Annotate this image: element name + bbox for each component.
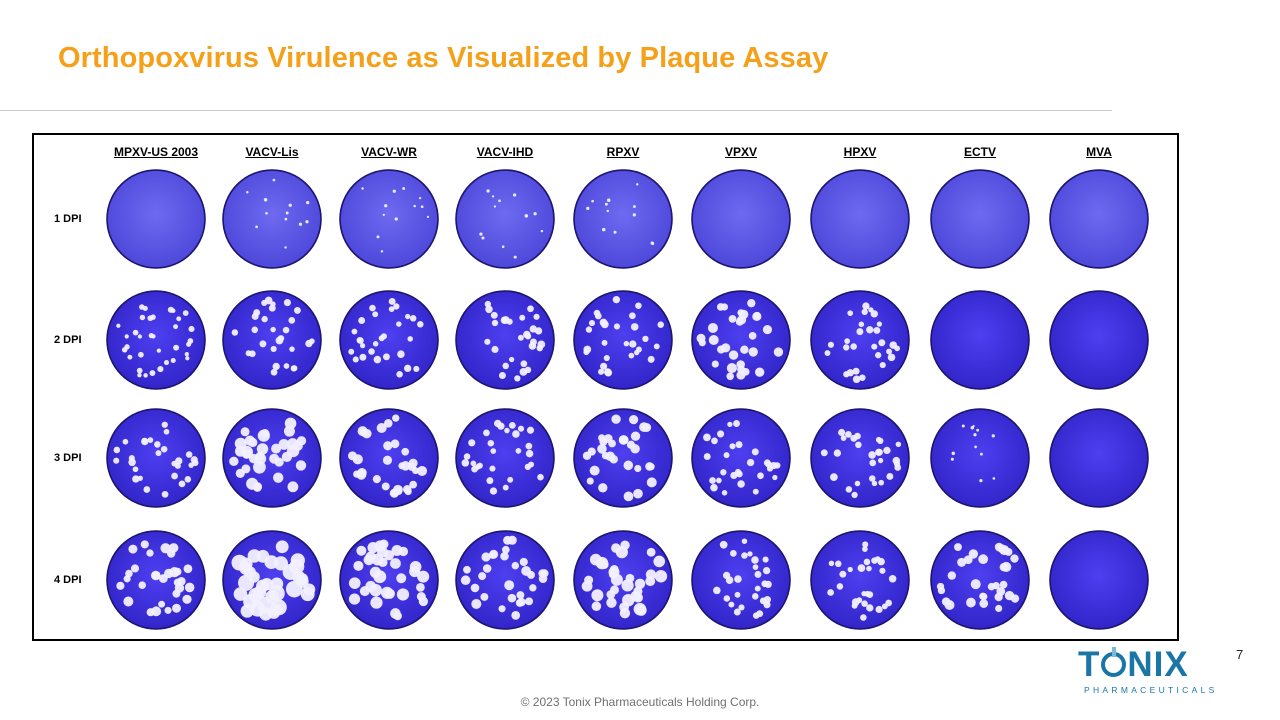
culture-plate bbox=[454, 529, 556, 631]
culture-plate bbox=[929, 289, 1031, 391]
culture-plate bbox=[105, 407, 207, 509]
culture-plate bbox=[1048, 168, 1150, 270]
culture-plate bbox=[572, 289, 674, 391]
culture-plate bbox=[338, 407, 440, 509]
column-header: MPXV-US 2003 bbox=[113, 145, 199, 159]
column-header: ECTV bbox=[963, 145, 997, 159]
logo-letter-t: T bbox=[1078, 645, 1101, 684]
culture-plate bbox=[809, 289, 911, 391]
culture-plate bbox=[929, 529, 1031, 631]
row-label: 1 DPI bbox=[54, 213, 82, 225]
culture-plate bbox=[338, 168, 440, 270]
column-header: VACV-IHD bbox=[476, 145, 534, 159]
column-header: VPXV bbox=[724, 145, 758, 159]
column-header: VACV-WR bbox=[361, 145, 417, 159]
column-header: RPXV bbox=[606, 145, 640, 159]
culture-plate bbox=[809, 529, 911, 631]
culture-plate bbox=[221, 407, 323, 509]
logo-o-icon bbox=[1101, 652, 1127, 677]
plaque-assay-figure: MPXV-US 2003 VACV-Lis VACV-WR VACV-IHD RPXV V… bbox=[32, 133, 1179, 641]
culture-plate bbox=[929, 407, 1031, 509]
culture-plate bbox=[572, 168, 674, 270]
culture-plate bbox=[809, 407, 911, 509]
column-header: MVA bbox=[1086, 145, 1112, 159]
culture-plate bbox=[454, 289, 556, 391]
culture-plate bbox=[1048, 529, 1150, 631]
logo-tagline: PHARMACEUTICALS bbox=[1084, 685, 1218, 695]
culture-plate bbox=[690, 529, 792, 631]
row-label: 3 DPI bbox=[54, 452, 82, 464]
column-header: VACV-Lis bbox=[245, 145, 299, 159]
culture-plate bbox=[690, 289, 792, 391]
page-number: 7 bbox=[1236, 647, 1244, 662]
culture-plate bbox=[690, 168, 792, 270]
tonix-logo: T NIX PHARMACEUTICALS bbox=[1078, 645, 1214, 695]
culture-plate bbox=[1048, 289, 1150, 391]
culture-plate bbox=[221, 529, 323, 631]
culture-plate bbox=[105, 529, 207, 631]
culture-plate bbox=[454, 168, 556, 270]
culture-plate bbox=[105, 168, 207, 270]
culture-plate bbox=[338, 529, 440, 631]
row-label: 4 DPI bbox=[54, 574, 82, 586]
logo-letters-nix: NIX bbox=[1127, 645, 1189, 684]
row-label: 2 DPI bbox=[54, 334, 82, 346]
culture-plate bbox=[809, 168, 911, 270]
culture-plate bbox=[1048, 407, 1150, 509]
title-divider bbox=[0, 110, 1112, 111]
slide-title: Orthopoxvirus Virulence as Visualized by… bbox=[58, 42, 829, 74]
culture-plate bbox=[221, 289, 323, 391]
culture-plate bbox=[572, 529, 674, 631]
culture-plate bbox=[572, 407, 674, 509]
culture-plate bbox=[338, 289, 440, 391]
culture-plate bbox=[690, 407, 792, 509]
copyright-footer: © 2023 Tonix Pharmaceuticals Holding Cor… bbox=[520, 695, 760, 709]
culture-plate bbox=[105, 289, 207, 391]
logo-wordmark: T NIX bbox=[1078, 645, 1189, 684]
culture-plate bbox=[929, 168, 1031, 270]
column-header: HPXV bbox=[843, 145, 877, 159]
culture-plate bbox=[454, 407, 556, 509]
culture-plate bbox=[221, 168, 323, 270]
